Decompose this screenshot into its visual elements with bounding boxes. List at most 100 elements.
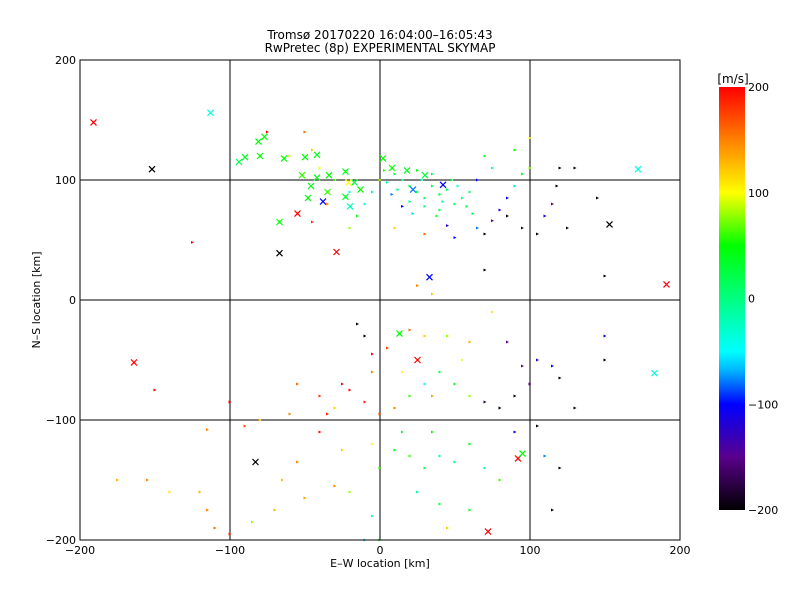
data-point-arrow bbox=[446, 188, 449, 192]
data-point-arrow bbox=[341, 382, 344, 386]
data-point-cross bbox=[148, 165, 156, 173]
data-point-arrow bbox=[311, 220, 314, 224]
data-point-arrow bbox=[393, 448, 397, 452]
data-point-arrow bbox=[476, 226, 479, 230]
data-point-arrow bbox=[378, 178, 382, 182]
data-point-arrow bbox=[333, 406, 337, 410]
data-point-cross bbox=[333, 248, 340, 256]
data-point-arrow bbox=[483, 268, 487, 272]
x-tick-label: 100 bbox=[520, 544, 541, 557]
data-point-arrow bbox=[168, 490, 172, 494]
data-point-arrow bbox=[408, 394, 412, 398]
data-point-arrow bbox=[543, 454, 547, 458]
data-point-arrow bbox=[326, 202, 329, 206]
x-tick-label: −100 bbox=[215, 544, 245, 557]
data-point-arrow bbox=[288, 412, 292, 416]
data-point-arrow bbox=[491, 310, 494, 314]
x-axis-label: E–W location [km] bbox=[330, 557, 430, 570]
data-point-arrow bbox=[146, 478, 149, 482]
data-point-cross bbox=[276, 218, 283, 226]
y-tick-label: 100 bbox=[55, 174, 76, 187]
data-point-cross bbox=[307, 182, 315, 190]
x-tick-label: −200 bbox=[65, 544, 95, 557]
y-tick-label: 0 bbox=[69, 294, 76, 307]
data-point-arrow bbox=[318, 430, 322, 434]
data-point-arrow bbox=[318, 166, 322, 170]
data-point-cross bbox=[403, 166, 411, 174]
data-point-cross bbox=[207, 109, 214, 117]
data-point-arrow bbox=[543, 214, 547, 218]
colorbar-tick-label: 100 bbox=[748, 187, 769, 200]
data-point-arrow bbox=[513, 184, 517, 188]
data-point-arrow bbox=[333, 484, 337, 488]
data-point-cross bbox=[325, 171, 333, 179]
colorbar bbox=[719, 87, 745, 510]
data-point-arrow bbox=[603, 274, 607, 278]
data-point-arrow bbox=[513, 394, 517, 398]
data-point-arrow bbox=[461, 196, 464, 200]
data-point-arrow bbox=[498, 208, 502, 212]
data-point-arrow bbox=[551, 202, 554, 206]
data-point-arrow bbox=[476, 178, 479, 182]
data-point-arrow bbox=[438, 192, 442, 196]
data-point-arrow bbox=[558, 166, 562, 170]
data-point-arrow bbox=[383, 168, 386, 172]
data-point-arrow bbox=[153, 388, 157, 392]
data-point-arrow bbox=[453, 382, 457, 386]
data-point-arrow bbox=[450, 178, 454, 182]
y-tick-label: −100 bbox=[46, 414, 76, 427]
data-point-arrow bbox=[420, 178, 424, 182]
data-point-arrow bbox=[348, 226, 352, 230]
data-point-arrow bbox=[536, 232, 539, 236]
data-point-arrow bbox=[461, 358, 464, 362]
data-point-arrow bbox=[423, 466, 427, 470]
data-point-cross bbox=[252, 458, 259, 466]
data-point-arrow bbox=[521, 226, 524, 230]
data-point-arrow bbox=[228, 532, 232, 536]
data-point-arrow bbox=[266, 130, 269, 134]
data-point-arrow bbox=[411, 212, 415, 216]
data-point-arrow bbox=[438, 208, 442, 212]
data-point-arrow bbox=[303, 130, 307, 134]
data-point-arrow bbox=[465, 204, 469, 208]
data-point-arrow bbox=[453, 202, 457, 206]
colorbar-label: [m/s] bbox=[717, 72, 748, 86]
data-point-arrow bbox=[348, 388, 352, 392]
data-point-arrow bbox=[483, 154, 487, 158]
data-point-arrow bbox=[416, 284, 419, 288]
data-point-arrow bbox=[371, 190, 374, 194]
data-point-arrow bbox=[431, 430, 434, 434]
data-point-arrow bbox=[378, 412, 382, 416]
data-point-arrow bbox=[446, 526, 449, 530]
data-point-cross bbox=[606, 220, 613, 228]
data-point-cross bbox=[324, 188, 331, 196]
data-point-arrow bbox=[393, 226, 397, 230]
data-point-arrow bbox=[326, 412, 329, 416]
data-point-arrow bbox=[401, 370, 404, 374]
data-point-arrow bbox=[528, 136, 532, 140]
data-point-arrow bbox=[453, 236, 457, 240]
data-point-arrow bbox=[408, 184, 412, 188]
data-point-arrow bbox=[198, 490, 202, 494]
data-point-arrow bbox=[318, 394, 322, 398]
data-point-cross bbox=[346, 202, 354, 210]
data-point-arrow bbox=[401, 430, 404, 434]
data-point-arrow bbox=[423, 204, 427, 208]
data-point-cross bbox=[298, 171, 306, 179]
data-point-arrow bbox=[371, 442, 374, 446]
data-point-arrow bbox=[191, 240, 194, 244]
colorbar-tick-label: 0 bbox=[748, 293, 755, 306]
data-point-arrow bbox=[206, 428, 209, 432]
colorbar-ticks: 200 100 0 −100 −200 bbox=[748, 81, 778, 517]
data-point-arrow bbox=[555, 184, 559, 188]
data-point-arrow bbox=[603, 334, 607, 338]
data-point-arrow bbox=[348, 490, 352, 494]
data-point-arrow bbox=[408, 328, 412, 332]
data-point-arrow bbox=[251, 520, 254, 524]
data-point-arrow bbox=[491, 166, 494, 170]
data-point-cross bbox=[409, 186, 417, 194]
plot-frame bbox=[79, 59, 681, 541]
colorbar-tick-label: −100 bbox=[748, 398, 778, 411]
data-point-arrow bbox=[438, 502, 442, 506]
data-point-arrow bbox=[438, 454, 442, 458]
